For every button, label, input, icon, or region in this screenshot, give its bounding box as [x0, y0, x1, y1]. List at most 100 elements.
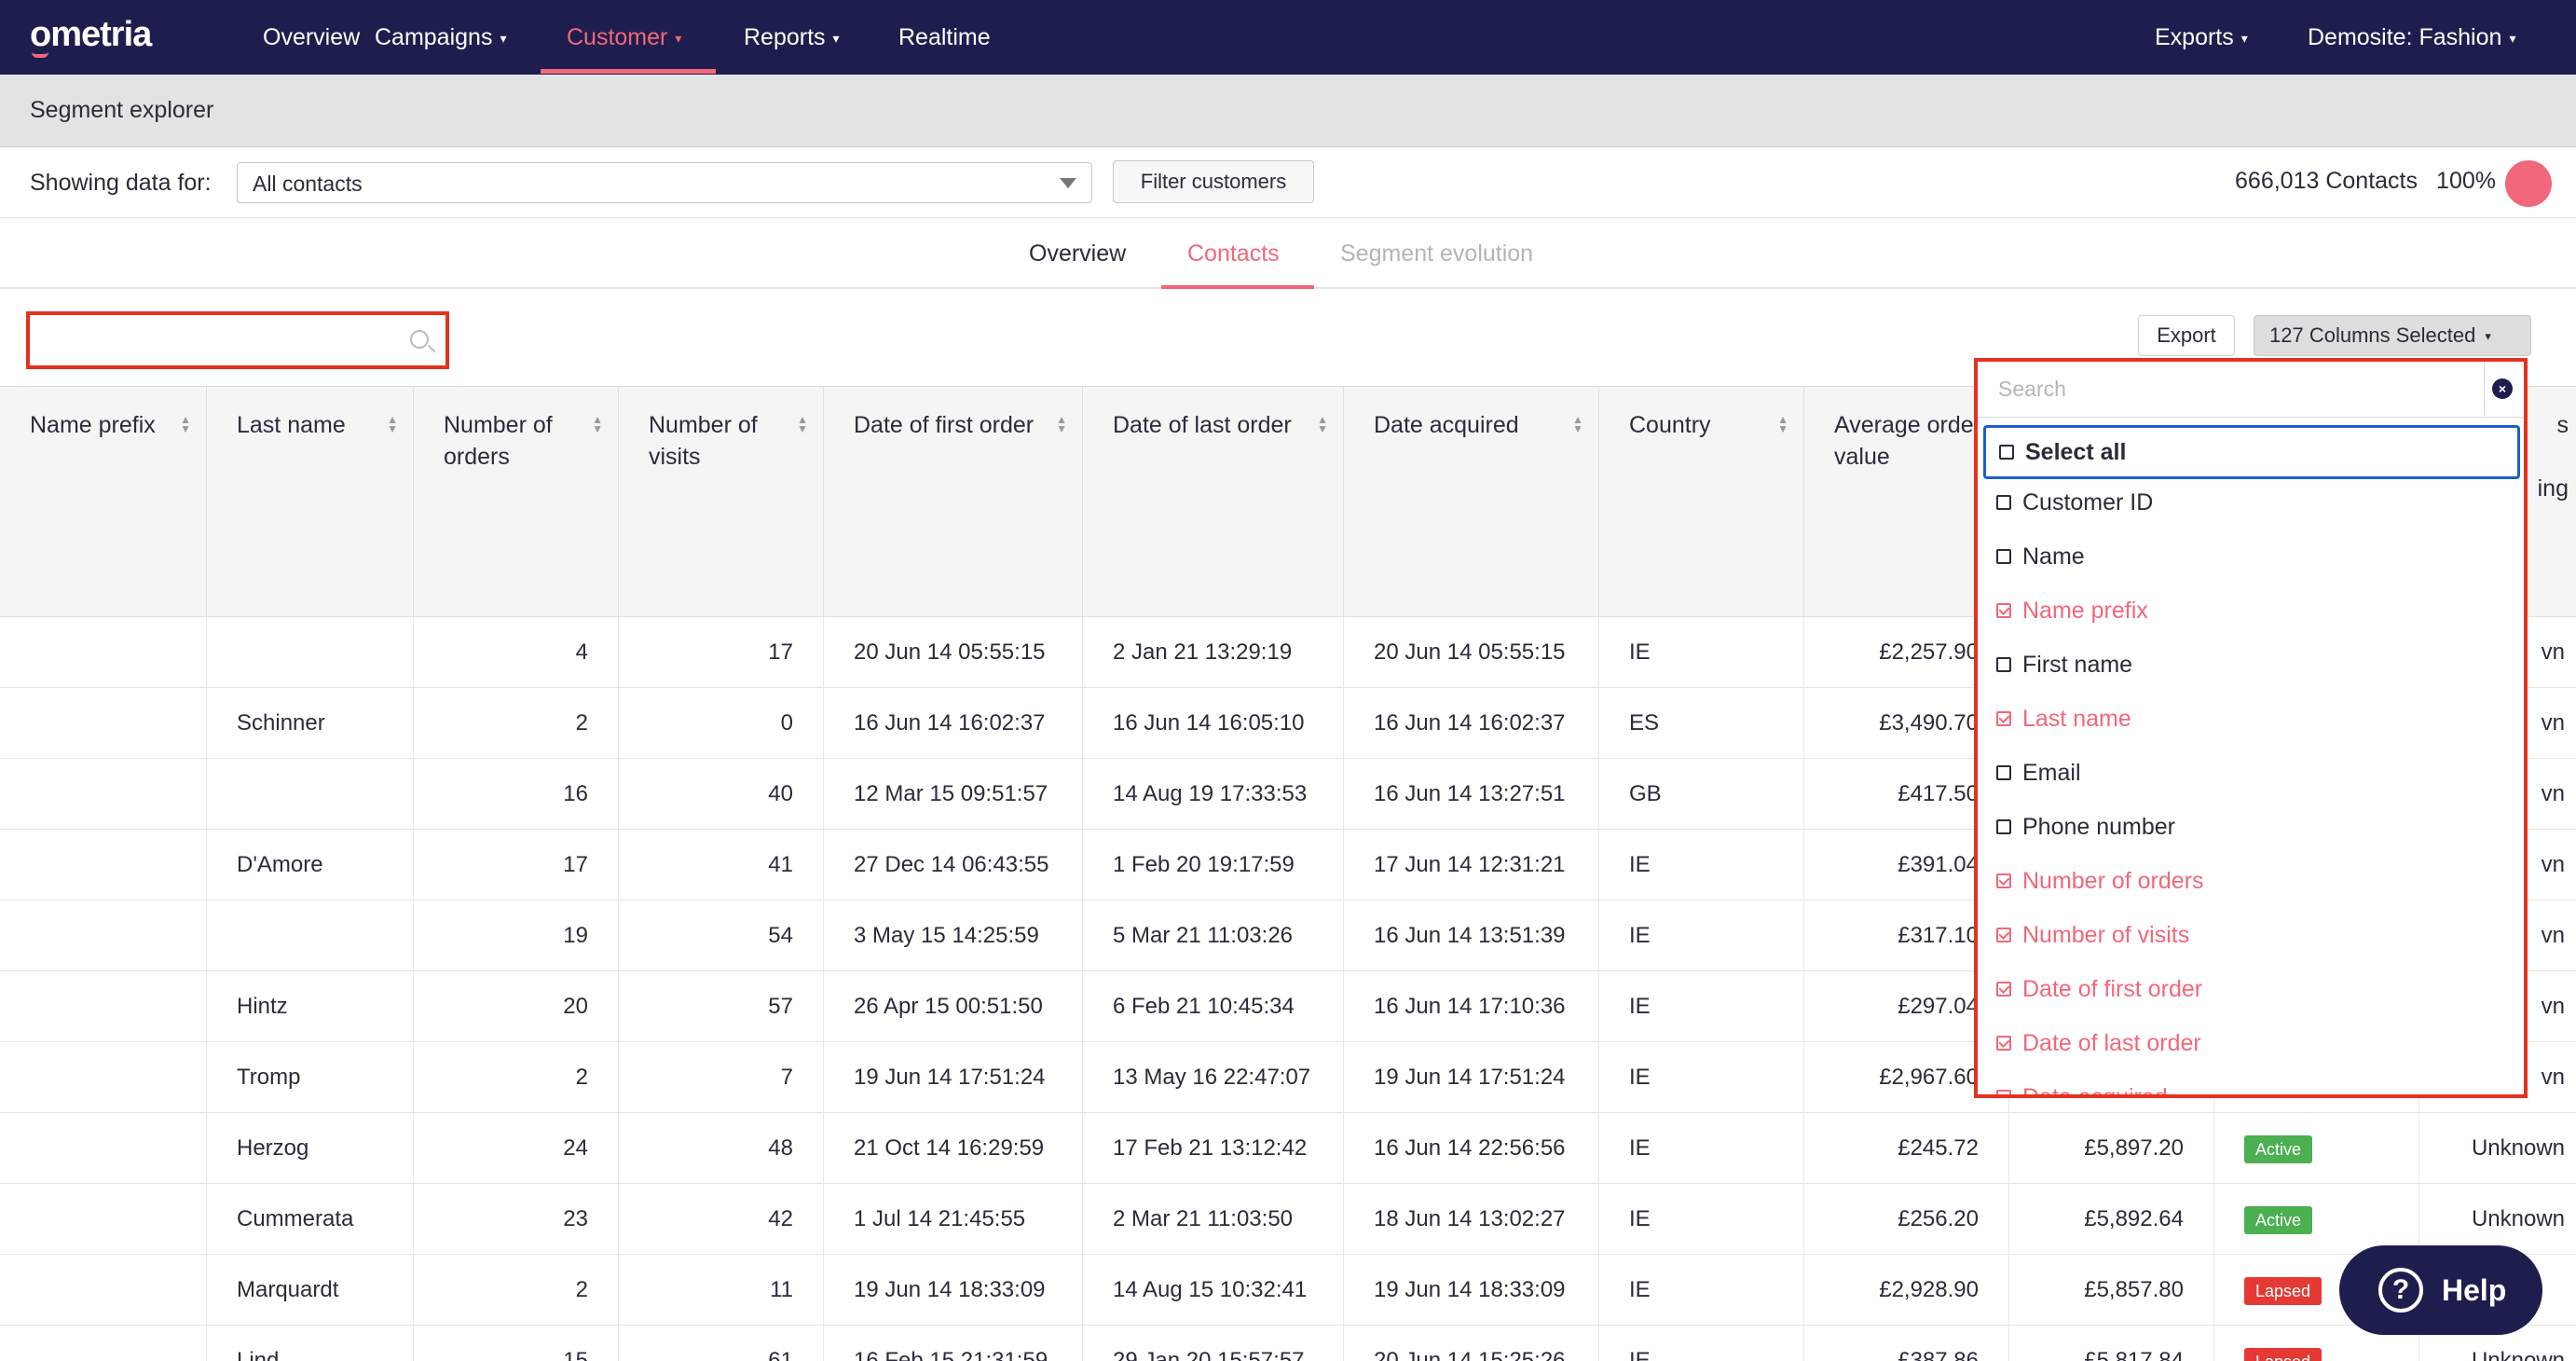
- tab-contacts[interactable]: Contacts: [1187, 241, 1280, 267]
- column-option[interactable]: Select all: [1983, 425, 2520, 479]
- column-option-label: Name prefix: [2022, 598, 2148, 624]
- table-cell-visits: 0: [619, 688, 824, 759]
- sort-icon[interactable]: ▲ ▼: [592, 413, 603, 435]
- sort-icon[interactable]: ▲ ▼: [1317, 413, 1328, 435]
- export-button[interactable]: Export: [2138, 315, 2235, 356]
- table-cell-tail: vn: [2541, 994, 2565, 1019]
- table-row[interactable]: Cummerata 23 42 1 Jul 14 21:45:55 2 Mar 21 1…: [0, 1184, 2576, 1255]
- table-cell-country: IE: [1599, 1326, 1804, 1361]
- tab-overview[interactable]: Overview: [1029, 241, 1127, 267]
- nav-exports[interactable]: Exports ▾: [2155, 0, 2248, 75]
- sort-icon[interactable]: ▲ ▼: [1777, 413, 1788, 435]
- table-row[interactable]: Marquardt 2 11 19 Jun 14 18:33:09 14 Aug 15 …: [0, 1255, 2576, 1326]
- column-option[interactable]: Date acquired: [1978, 1070, 2524, 1094]
- column-header-date-acquired[interactable]: Date acquired ▲ ▼: [1344, 387, 1599, 618]
- column-option[interactable]: Number of orders: [1978, 854, 2524, 908]
- table-cell-last: [207, 617, 414, 688]
- checkbox-icon[interactable]: [1996, 549, 2011, 564]
- column-option[interactable]: Last name: [1978, 692, 2524, 746]
- column-header-number-of-visits[interactable]: Number of visits ▲ ▼: [619, 387, 824, 618]
- column-option[interactable]: Name: [1978, 529, 2524, 584]
- table-cell-prefix: [0, 688, 207, 759]
- sort-icon[interactable]: ▲ ▼: [1572, 413, 1583, 435]
- search-icon: [410, 330, 429, 349]
- status-badge: Active: [2244, 1134, 2313, 1163]
- checked-box-icon[interactable]: [1996, 1036, 2011, 1051]
- nav-campaigns[interactable]: Campaigns ▾: [375, 0, 506, 75]
- column-header-name-prefix[interactable]: Name prefix ▲ ▼: [0, 387, 207, 618]
- chevron-down-icon: ▾: [675, 31, 682, 47]
- columns-search-input[interactable]: [1978, 362, 2485, 416]
- table-cell-visits: 17: [619, 617, 824, 688]
- column-option[interactable]: Date of last order: [1978, 1016, 2524, 1070]
- clear-icon[interactable]: ×: [2492, 378, 2513, 399]
- table-row[interactable]: Herzog 24 48 21 Oct 14 16:29:59 17 Feb 21 13…: [0, 1113, 2576, 1184]
- segment-select[interactable]: All contacts: [237, 162, 1092, 203]
- help-button[interactable]: ? Help: [2339, 1245, 2542, 1335]
- table-cell-lastorder: 29 Jan 20 15:57:57: [1083, 1326, 1344, 1361]
- table-cell-acquired: 16 Jun 14 13:51:39: [1344, 900, 1599, 971]
- column-option[interactable]: Date of first order: [1978, 962, 2524, 1016]
- avatar[interactable]: [2505, 160, 2552, 207]
- checked-box-icon[interactable]: [1996, 928, 2011, 942]
- column-option-label: Date of first order: [2022, 976, 2203, 1002]
- column-option[interactable]: Number of visits: [1978, 908, 2524, 962]
- checkbox-icon[interactable]: [1996, 495, 2011, 510]
- table-cell-first: 26 Apr 15 00:51:50: [824, 971, 1083, 1042]
- sort-icon[interactable]: ▲ ▼: [180, 413, 191, 435]
- nav-customer[interactable]: Customer ▾: [567, 0, 681, 75]
- filter-customers-button[interactable]: Filter customers: [1113, 160, 1314, 203]
- column-option[interactable]: First name: [1978, 638, 2524, 692]
- column-option[interactable]: Name prefix: [1978, 584, 2524, 638]
- sort-icon[interactable]: ▲ ▼: [1056, 413, 1067, 435]
- checked-box-icon[interactable]: [1996, 982, 2011, 997]
- columns-dropdown: × Select all Customer ID Name Name prefix Fi…: [1974, 358, 2528, 1098]
- checkbox-icon[interactable]: [1996, 819, 2011, 834]
- checkbox-icon[interactable]: [1996, 765, 2011, 780]
- column-header-number-of-orders[interactable]: Number of orders ▲ ▼: [414, 387, 619, 618]
- checked-box-icon[interactable]: [1996, 1090, 2011, 1094]
- column-option[interactable]: Customer ID: [1978, 475, 2524, 529]
- table-cell-orders: 2: [414, 1042, 619, 1113]
- table-cell-tail: vn: [2541, 1065, 2565, 1090]
- logo-swoosh-icon: [32, 52, 48, 58]
- column-option[interactable]: Email: [1978, 746, 2524, 800]
- column-option-label: Last name: [2022, 706, 2131, 732]
- columns-selected-button[interactable]: 127 Columns Selected ▾: [2254, 315, 2531, 356]
- column-header-date-of-first-order[interactable]: Date of first order ▲ ▼: [824, 387, 1083, 618]
- table-cell-lastorder: 17 Feb 21 13:12:42: [1083, 1113, 1344, 1184]
- help-label: Help: [2442, 1273, 2507, 1307]
- nav-realtime[interactable]: Realtime: [898, 0, 991, 75]
- column-option[interactable]: Phone number: [1978, 800, 2524, 854]
- contacts-search-input[interactable]: [35, 321, 390, 360]
- checked-box-icon[interactable]: [1996, 711, 2011, 726]
- table-cell-orders: 16: [414, 759, 619, 830]
- column-header-date-of-last-order[interactable]: Date of last order ▲ ▼: [1083, 387, 1344, 618]
- column-option-label: Date of last order: [2022, 1030, 2201, 1056]
- table-cell-first: 20 Jun 14 05:55:15: [824, 617, 1083, 688]
- table-row[interactable]: Lind 15 61 16 Feb 15 21:31:59 29 Jan 20 15:5…: [0, 1326, 2576, 1361]
- column-header-average-order-value[interactable]: Average order value: [1804, 387, 2009, 618]
- ometria-logo[interactable]: ometria: [30, 15, 152, 54]
- table-cell-country: IE: [1599, 900, 1804, 971]
- checkbox-icon[interactable]: [1996, 657, 2011, 672]
- column-header-partial[interactable]: s ing: [2419, 387, 2576, 618]
- column-header-last-name[interactable]: Last name ▲ ▼: [207, 387, 414, 618]
- nav-demosite[interactable]: Demosite: Fashion ▾: [2308, 0, 2515, 75]
- nav-demosite-label: Demosite: Fashion: [2308, 24, 2502, 50]
- checked-box-icon[interactable]: [1996, 603, 2011, 618]
- dropdown-triangle-icon: [1060, 178, 1076, 188]
- table-cell-visits: 57: [619, 971, 824, 1042]
- nav-overview[interactable]: Overview: [263, 0, 360, 75]
- sort-icon[interactable]: ▲ ▼: [797, 413, 808, 435]
- table-cell-acquired: 16 Jun 14 13:27:51: [1344, 759, 1599, 830]
- column-header-label: Number of visits: [649, 412, 758, 470]
- sort-icon[interactable]: ▲ ▼: [387, 413, 398, 435]
- nav-reports[interactable]: Reports ▾: [744, 0, 840, 75]
- table-row[interactable]: Tromp 2 7 19 Jun 14 17:51:24 13 May 16 22:47…: [0, 1042, 2576, 1113]
- column-header-label: Date of last order: [1113, 412, 1292, 438]
- checked-box-icon[interactable]: [1996, 873, 2011, 888]
- column-header-country[interactable]: Country ▲ ▼: [1599, 387, 1804, 618]
- checkbox-icon[interactable]: [1999, 445, 2014, 460]
- table-cell-first: 19 Jun 14 18:33:09: [824, 1255, 1083, 1326]
